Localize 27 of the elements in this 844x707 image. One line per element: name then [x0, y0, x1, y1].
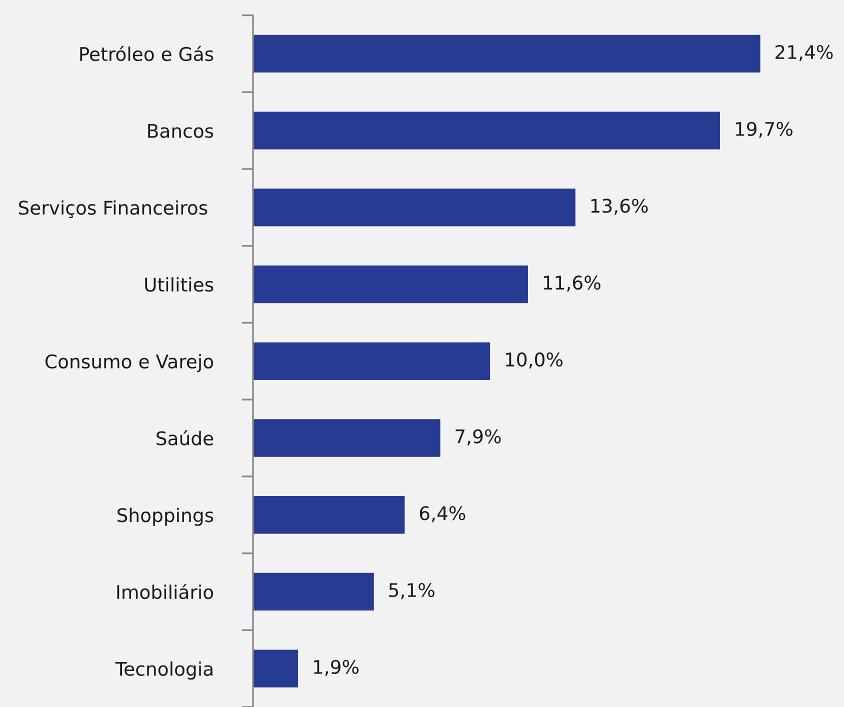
data-label: 21,4% — [776, 44, 833, 62]
bar — [253, 342, 490, 380]
bar — [253, 112, 720, 150]
bar — [253, 188, 576, 226]
data-label: 13,6% — [591, 198, 648, 215]
y-tick-label: Bancos — [148, 124, 214, 138]
y-tick-label: Serviços Financeiros — [18, 200, 208, 218]
y-tick-label: Petróleo e Gás — [80, 46, 214, 62]
data-label: 1,9% — [314, 660, 359, 676]
y-tick-label: Tecnologia — [115, 661, 212, 680]
data-label: 11,6% — [544, 276, 600, 292]
y-tick-label: Shoppings — [118, 508, 214, 526]
data-label: 5,1% — [389, 582, 434, 600]
data-label: 6,4% — [420, 506, 466, 522]
data-label: 7,9% — [456, 429, 501, 446]
data-label: 19,7% — [736, 122, 792, 138]
bar — [253, 572, 374, 611]
bar — [253, 496, 405, 534]
y-tick-label: Saúde — [156, 430, 214, 446]
bar — [253, 650, 298, 688]
y-tick-label: Consumo e Varejo — [46, 354, 214, 372]
data-label: 10,0% — [506, 352, 562, 369]
bar — [253, 419, 440, 457]
y-tick-label: Utilities — [145, 277, 214, 292]
bar — [253, 34, 760, 73]
y-tick-label: Imobiliário — [117, 584, 214, 600]
bar — [253, 265, 528, 304]
